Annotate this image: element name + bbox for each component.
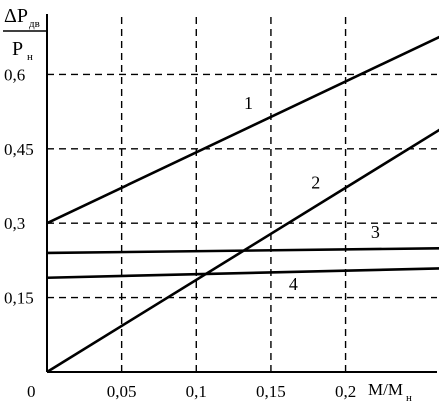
x-tick-label: 0,1 — [186, 382, 207, 401]
curve-label-2: 2 — [311, 172, 320, 192]
x-label-main: M/M — [368, 380, 403, 399]
x-tick-label: 0,05 — [107, 382, 137, 401]
y-label-numerator: ΔP — [4, 5, 28, 27]
y-label-denominator-sub: н — [27, 51, 33, 63]
y-axis-label: ΔP дв P н — [3, 5, 47, 63]
curve-label-3: 3 — [371, 222, 380, 242]
y-tick-label: 0,3 — [4, 214, 25, 233]
x-axis-label: M/M н — [368, 380, 412, 404]
y-tick-label: 0,6 — [4, 65, 25, 84]
axes — [46, 14, 437, 373]
tick-labels: 0,05 0,1 0,15 0,2 0,15 0,3 0,45 0,6 — [4, 65, 356, 401]
series — [46, 35, 439, 374]
series-line-3 — [46, 247, 439, 255]
x-tick-label: 0,15 — [256, 382, 286, 401]
x-tick-label: 0,2 — [335, 382, 356, 401]
series-line-2 — [46, 128, 439, 374]
y-tick-label: 0,45 — [4, 140, 34, 159]
y-label-numerator-sub: дв — [29, 18, 40, 30]
curve-labels: 1 2 3 4 — [244, 93, 380, 294]
series-line-1 — [46, 35, 439, 225]
x-label-sub: н — [406, 392, 412, 404]
y-label-denominator: P — [12, 38, 23, 60]
curve-label-4: 4 — [289, 274, 298, 294]
y-tick-label: 0,15 — [4, 289, 34, 308]
series-line-4 — [46, 267, 439, 280]
grid — [47, 14, 437, 372]
origin-label: 0 — [27, 382, 36, 401]
curve-label-1: 1 — [244, 93, 253, 113]
